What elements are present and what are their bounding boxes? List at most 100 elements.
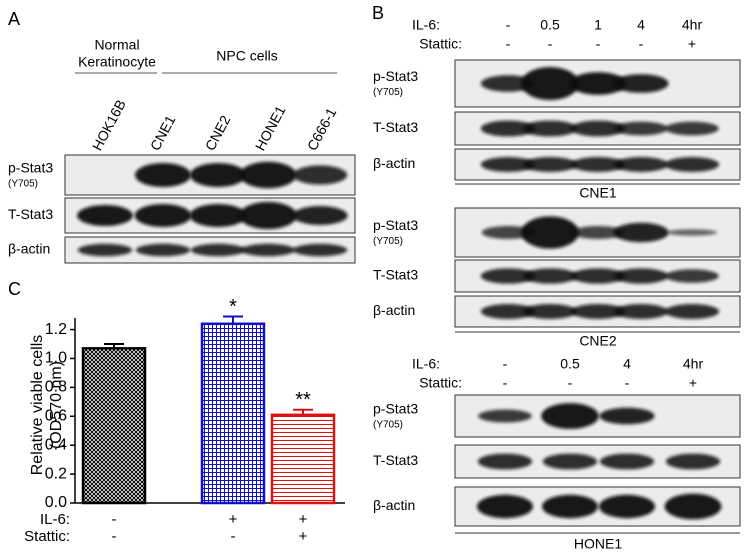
bar	[81, 347, 147, 505]
y-tick-label: 0.6	[45, 408, 67, 425]
band	[481, 226, 535, 239]
treatment-value: -	[506, 17, 511, 33]
band	[292, 165, 348, 185]
band	[521, 216, 579, 249]
treatment-value: 0.5	[540, 17, 560, 33]
band	[542, 453, 598, 470]
row-label: p-Stat3	[8, 160, 53, 176]
band	[135, 243, 191, 257]
treatment-value: -	[506, 36, 511, 52]
row-sublabel: (Y705)	[373, 236, 403, 247]
row-sublabel: (Y705)	[8, 179, 38, 190]
band	[613, 268, 669, 284]
band	[478, 409, 532, 423]
cell-line: CNE1	[579, 185, 617, 201]
treatment-value: -	[596, 36, 601, 52]
treatment-name: IL-6:	[412, 356, 440, 372]
band	[77, 243, 133, 257]
band	[521, 66, 579, 101]
treatment-value: 4hr	[683, 356, 704, 372]
row-label: β-actin	[373, 497, 415, 513]
lane-label: C666-1	[304, 105, 340, 153]
band	[570, 268, 626, 284]
treatment-name: Stattic:	[419, 36, 462, 52]
treatment-value: 4	[637, 17, 645, 33]
panel-label: A	[8, 9, 20, 29]
treatment-value: -	[639, 36, 644, 52]
row-label: β-actin	[373, 155, 415, 171]
row-label: T-Stat3	[373, 119, 418, 135]
panel-label: C	[8, 279, 21, 299]
treatment-name: Stattic:	[419, 375, 462, 391]
treatment-value: +	[689, 375, 697, 391]
band	[665, 121, 719, 136]
band	[240, 243, 296, 257]
row-label: T-Stat3	[373, 267, 418, 283]
y-tick-label: 0.2	[45, 465, 67, 482]
error-bar	[104, 343, 124, 349]
band	[480, 120, 536, 137]
band	[664, 304, 720, 319]
band	[614, 121, 668, 136]
band	[665, 269, 719, 283]
band	[522, 120, 578, 137]
condition-name: Stattic:	[24, 528, 70, 545]
band	[571, 226, 625, 239]
band	[190, 163, 246, 187]
condition-value: +	[229, 511, 238, 528]
y-tick-label: 0.0	[45, 494, 67, 511]
condition-value: +	[299, 528, 308, 545]
lane-label: CNE2	[202, 112, 234, 153]
band	[135, 163, 191, 187]
panel-label: B	[372, 3, 384, 23]
lane-label: CNE1	[147, 112, 179, 153]
band	[292, 206, 348, 225]
significance: **	[295, 389, 311, 411]
condition-value: -	[112, 511, 117, 528]
band	[570, 304, 626, 319]
error-bar	[293, 408, 313, 415]
y-tick-label: 1.2	[45, 321, 67, 338]
band	[541, 403, 599, 429]
condition-value: -	[112, 528, 117, 545]
lane-label: HONE1	[252, 103, 289, 153]
band	[480, 157, 536, 172]
bar	[200, 322, 266, 505]
y-tick-label: 0.8	[45, 379, 67, 396]
band	[480, 75, 536, 92]
cell-line: CNE2	[579, 333, 617, 349]
band	[569, 72, 627, 95]
band	[664, 493, 722, 520]
band	[477, 453, 533, 470]
cell-line: HONE1	[574, 536, 622, 552]
band	[189, 203, 247, 228]
treatment-value: -	[503, 356, 508, 372]
row-label: β-actin	[373, 302, 415, 318]
band	[613, 74, 669, 93]
band	[570, 157, 626, 172]
treatment-name: IL-6:	[412, 17, 440, 33]
row-label: p-Stat3	[373, 401, 418, 417]
band	[77, 205, 133, 226]
band	[190, 243, 246, 257]
treatment-value: 0.5	[560, 356, 580, 372]
band	[292, 243, 348, 257]
treatment-value: +	[688, 36, 696, 52]
group-label: NPC cells	[216, 48, 277, 64]
treatment-value: 1	[594, 17, 602, 33]
y-axis-label: (OD570 nm)	[48, 361, 65, 449]
band	[599, 407, 655, 425]
treatment-value: -	[568, 375, 573, 391]
band	[599, 453, 655, 470]
row-sublabel: (Y705)	[373, 87, 403, 98]
band	[522, 268, 578, 284]
condition-name: IL-6:	[40, 511, 70, 528]
y-axis-label: Relative viable cells	[29, 335, 46, 476]
band	[613, 222, 669, 243]
row-label: T-Stat3	[373, 452, 418, 468]
band	[570, 120, 626, 137]
y-tick-label: 0.4	[45, 436, 67, 453]
band	[542, 494, 598, 519]
band	[480, 304, 536, 319]
